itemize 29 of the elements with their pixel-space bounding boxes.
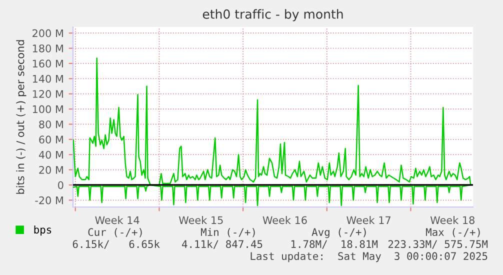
text: Last update: Sat May 3 00:00:07 2025 (250, 252, 488, 262)
x-tick-label: Week 16 (262, 216, 307, 224)
text: Cur (-/+) (88, 228, 142, 238)
x-tick-label: Week 18 (430, 216, 474, 224)
y-tick-label: 80 M (39, 120, 63, 128)
y-tick-label: 20 M (39, 166, 63, 174)
x-tick-label: Week 15 (178, 216, 223, 224)
x-tick-label: Week 17 (346, 216, 390, 224)
y-axis-title: bits in (-) / out (+) per second (16, 40, 26, 194)
x-tick-label: Week 14 (95, 216, 140, 224)
y-tick-label: 120 M (32, 90, 63, 98)
y-tick-label: 160 M (32, 60, 63, 68)
text: 223.33M/ 575.75M (388, 240, 488, 249)
text: 4.11k/ 847.45 (182, 240, 262, 249)
legend-label: bps (34, 226, 52, 236)
text: Avg (-/+) (312, 228, 366, 238)
text: Max (-/+) (426, 228, 480, 238)
y-tick-label: 140 M (32, 74, 63, 83)
chart-title: eth0 traffic - by month (202, 9, 343, 22)
y-tick-label: 100 M (32, 105, 63, 114)
text: Min (-/+) (200, 228, 255, 238)
text: 6.15k/ 6.65k (72, 240, 160, 249)
y-tick-label: -20 M (35, 196, 63, 204)
y-tick-label: 180 M (32, 44, 63, 52)
text: 1.78M/ 18.81M (291, 240, 378, 249)
y-tick-label: 60 M (39, 136, 63, 144)
y-tick-label: 40 M (38, 150, 63, 159)
y-tick-label: 200 M (32, 29, 63, 38)
y-tick-label: 0 (58, 181, 64, 190)
